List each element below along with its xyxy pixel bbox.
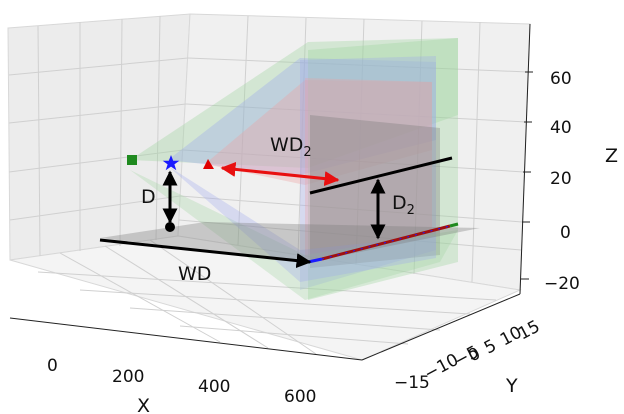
red-triangle-marker [203, 159, 214, 169]
x-tick-200: 200 [112, 367, 144, 387]
blue-star-marker [162, 155, 180, 171]
blue-plane-side [300, 56, 436, 290]
wd2-arrow [220, 161, 340, 187]
d-label: D [141, 186, 156, 208]
d2-label: D2 [392, 192, 415, 218]
y-tick-5: 5 [481, 336, 500, 359]
x-axis-label: X [137, 395, 150, 414]
green-square-marker [127, 155, 137, 165]
z-tick-60: 60 [550, 69, 572, 89]
d2-label-sub: 2 [407, 203, 415, 218]
green-plane-bottom [130, 170, 458, 300]
wd-arrow [99, 238, 312, 269]
x-tick-0: 0 [47, 356, 58, 376]
wd2-label: WD2 [270, 134, 312, 160]
x-axis-ticks: 0 200 400 600 [47, 356, 316, 407]
wd2-label-sub: 2 [303, 145, 311, 160]
x-tick-600: 600 [284, 387, 316, 407]
axes-panes [7, 13, 531, 361]
d2-reference-line [309, 156, 453, 195]
z-tick-neg20: −20 [544, 274, 580, 294]
grid-lines [8, 15, 529, 355]
red-plane-side [305, 78, 432, 262]
wd-label: WD [178, 263, 211, 285]
d2-label-base: D [392, 192, 407, 214]
blue-plane-bottom [168, 166, 436, 282]
y-tick-neg15: −15 [394, 373, 430, 393]
z-tick-20: 20 [550, 169, 572, 189]
z-axis-label: Z [605, 145, 618, 167]
green-plane-top [130, 38, 458, 168]
left-back-pane [7, 13, 191, 261]
red-plane-top [205, 80, 432, 185]
wd2-label-base: WD [270, 134, 303, 156]
z-tick-40: 40 [550, 118, 572, 138]
z-tick-0: 0 [560, 223, 571, 243]
z-axis-ticks: 60 40 20 0 −20 [521, 69, 580, 294]
y-axis-label: Y [505, 375, 518, 397]
black-dot-marker [165, 222, 175, 232]
x-tick-400: 400 [198, 377, 230, 397]
axis-lines [9, 23, 531, 361]
blue-plane-top [168, 58, 436, 175]
